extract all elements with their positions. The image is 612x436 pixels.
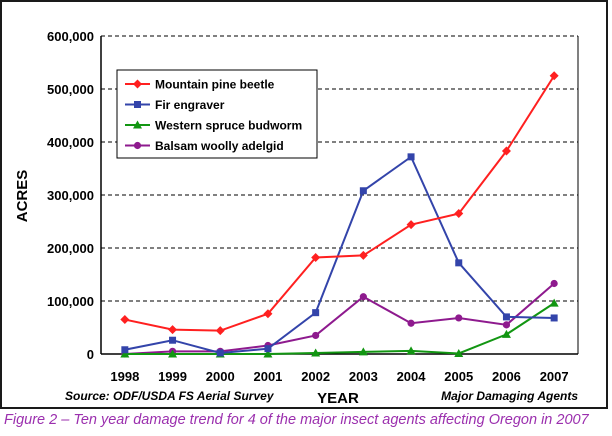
data-point (312, 331, 320, 340)
legend-label: Fir engraver (155, 98, 225, 112)
legend-item: Fir engraver (125, 98, 225, 112)
y-tick-label: 300,000 (47, 188, 94, 203)
x-tick-label: 2000 (206, 369, 235, 384)
legend: Mountain pine beetle Fir engraver Western … (116, 69, 318, 159)
data-point (550, 279, 558, 288)
data-point (263, 309, 273, 319)
data-point (550, 314, 558, 322)
legend-item: Western spruce budworm (125, 119, 302, 133)
data-point (121, 346, 129, 354)
x-tick-label: 2003 (349, 369, 378, 384)
legend-marker (133, 79, 142, 89)
data-point (501, 329, 511, 338)
data-point (264, 345, 272, 353)
data-point (120, 315, 130, 325)
x-tick-label: 2004 (397, 369, 427, 384)
figure-caption: Figure 2 – Ten year damage trend for 4 o… (4, 412, 589, 428)
line-chart: 0 100,000 200,000 300,000 400,000 500,000 600,… (14, 29, 579, 407)
data-point (215, 326, 225, 336)
y-tick-label: 200,000 (47, 241, 94, 256)
legend-marker (133, 120, 142, 129)
series-line (124, 302, 555, 355)
data-point (169, 336, 177, 344)
data-point (312, 309, 320, 317)
legend-item: Mountain pine beetle (125, 78, 275, 92)
x-tick-label: 2007 (540, 369, 569, 384)
data-point (168, 349, 178, 358)
data-point (501, 146, 511, 156)
data-point (454, 209, 464, 219)
data-point (358, 250, 368, 260)
data-point (311, 253, 321, 263)
data-point (406, 346, 416, 355)
series-fir-engraver (121, 153, 558, 357)
data-point (549, 298, 559, 307)
x-tick-label: 1998 (110, 369, 139, 384)
series-line (124, 75, 555, 332)
data-point (406, 220, 416, 230)
legend-box (116, 69, 318, 159)
data-point (407, 319, 415, 327)
series-mountain-pine-beetle (120, 71, 559, 336)
x-tick-label: 2002 (301, 369, 330, 384)
data-point (502, 313, 510, 321)
source-note: Source: ODF/USDA FS Aerial Survey (65, 389, 275, 403)
x-tick-label: 2006 (492, 369, 521, 384)
x-tick-label: 2005 (444, 369, 473, 384)
x-tick-label: 1999 (158, 369, 187, 384)
data-point (549, 71, 559, 81)
series-line (124, 282, 555, 355)
y-tick-label: 0 (87, 347, 94, 362)
data-point (359, 187, 367, 195)
data-point (311, 348, 321, 357)
y-tick-label: 400,000 (47, 135, 94, 150)
y-tick-label: 100,000 (47, 294, 94, 309)
x-tick-label: 2001 (253, 369, 282, 384)
data-point (454, 348, 464, 357)
data-point (358, 347, 368, 356)
data-point (455, 259, 463, 267)
series-line (124, 155, 555, 354)
y-tick-label: 500,000 (47, 82, 94, 97)
data-point (120, 349, 130, 358)
legend-item: Balsam woolly adelgid (125, 139, 284, 153)
data-point (216, 349, 224, 357)
legend-marker (133, 141, 142, 150)
data-point (407, 153, 415, 161)
y-tick-label: 600,000 (47, 29, 94, 44)
legend-label: Mountain pine beetle (155, 78, 275, 92)
data-point (263, 349, 273, 358)
data-point (455, 314, 463, 322)
series-western-spruce-budworm (120, 298, 559, 358)
legend-label: Western spruce budworm (155, 119, 302, 133)
legend-marker (134, 101, 141, 108)
y-axis-label: ACRES (14, 170, 31, 223)
agents-note: Major Damaging Agents (441, 389, 578, 403)
series-balsam-woolly-adelgid (121, 279, 558, 358)
x-axis-label: YEAR (317, 390, 359, 407)
data-point (359, 293, 367, 301)
data-point (502, 321, 511, 329)
legend-label: Balsam woolly adelgid (155, 139, 284, 153)
data-point (168, 325, 178, 335)
